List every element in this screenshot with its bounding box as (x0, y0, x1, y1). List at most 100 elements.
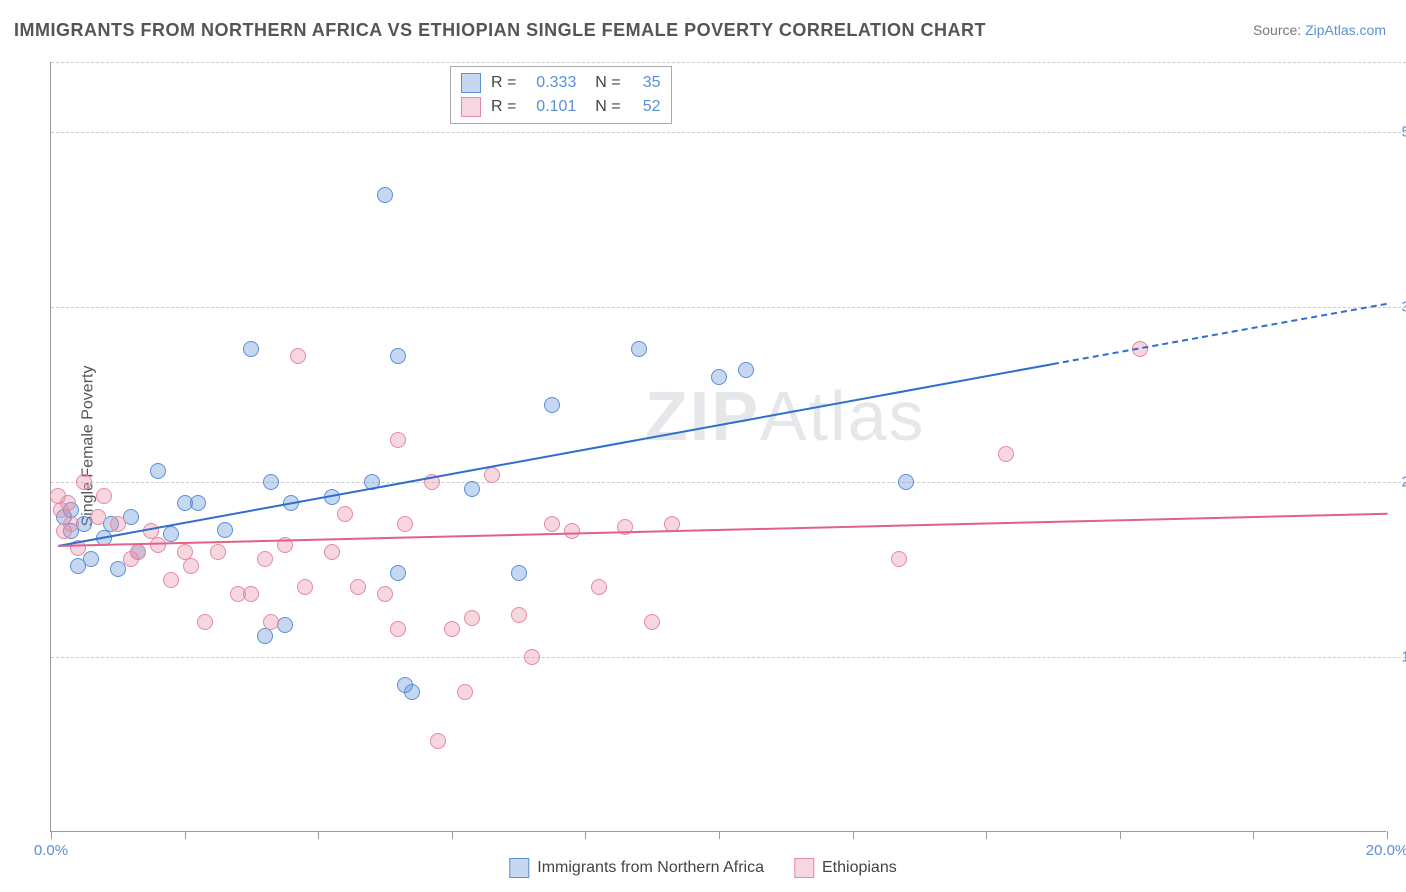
data-point[interactable] (257, 551, 273, 567)
data-point[interactable] (390, 432, 406, 448)
x-tick (51, 831, 52, 839)
source-label: Source: (1253, 22, 1301, 38)
legend-label: Immigrants from Northern Africa (537, 859, 764, 877)
x-tick (318, 831, 319, 839)
data-point[interactable] (631, 341, 647, 357)
data-point[interactable] (738, 362, 754, 378)
data-point[interactable] (130, 544, 146, 560)
data-point[interactable] (484, 467, 500, 483)
data-point[interactable] (891, 551, 907, 567)
y-tick-label: 12.5% (1401, 649, 1406, 666)
data-point[interactable] (210, 544, 226, 560)
data-point[interactable] (644, 614, 660, 630)
legend-item: Immigrants from Northern Africa (509, 858, 764, 878)
data-point[interactable] (544, 397, 560, 413)
r-label: R = (491, 98, 516, 116)
data-point[interactable] (163, 572, 179, 588)
legend-stats-row: R = 0.101 N = 52 (461, 95, 661, 119)
data-point[interactable] (150, 537, 166, 553)
data-point[interactable] (591, 579, 607, 595)
data-point[interactable] (76, 474, 92, 490)
grid-line (51, 657, 1406, 658)
grid-line (51, 307, 1406, 308)
n-value: 35 (631, 74, 661, 92)
data-point[interactable] (243, 341, 259, 357)
data-point[interactable] (711, 369, 727, 385)
data-point[interactable] (390, 565, 406, 581)
data-point[interactable] (377, 187, 393, 203)
legend-label: Ethiopians (822, 859, 897, 877)
n-label: N = (586, 98, 620, 116)
x-tick (585, 831, 586, 839)
x-tick (1387, 831, 1388, 839)
legend-stats-box: R = 0.333 N = 35 R = 0.101 N = 52 (450, 66, 672, 124)
data-point[interactable] (464, 481, 480, 497)
legend-swatch (461, 97, 481, 117)
grid-line (51, 62, 1406, 63)
legend-item: Ethiopians (794, 858, 897, 878)
legend-stats-row: R = 0.333 N = 35 (461, 71, 661, 95)
n-value: 52 (631, 98, 661, 116)
data-point[interactable] (444, 621, 460, 637)
data-point[interactable] (183, 558, 199, 574)
data-point[interactable] (263, 474, 279, 490)
data-point[interactable] (297, 579, 313, 595)
legend-swatch (794, 858, 814, 878)
watermark-rest: Atlas (760, 377, 926, 455)
data-point[interactable] (397, 516, 413, 532)
data-point[interactable] (350, 579, 366, 595)
watermark-bold: ZIP (645, 377, 760, 455)
data-point[interactable] (390, 621, 406, 637)
data-point[interactable] (290, 348, 306, 364)
chart-title: IMMIGRANTS FROM NORTHERN AFRICA VS ETHIO… (14, 20, 986, 41)
watermark: ZIPAtlas (645, 376, 926, 456)
correlation-chart: IMMIGRANTS FROM NORTHERN AFRICA VS ETHIO… (0, 0, 1406, 892)
x-tick (185, 831, 186, 839)
y-tick-label: 25.0% (1401, 474, 1406, 491)
data-point[interactable] (110, 516, 126, 532)
data-point[interactable] (564, 523, 580, 539)
legend-swatch (509, 858, 529, 878)
legend-swatch (461, 73, 481, 93)
data-point[interactable] (150, 463, 166, 479)
data-point[interactable] (404, 684, 420, 700)
x-tick (986, 831, 987, 839)
source-attribution: Source: ZipAtlas.com (1253, 22, 1386, 38)
data-point[interactable] (83, 551, 99, 567)
data-point[interactable] (60, 495, 76, 511)
r-value: 0.333 (526, 74, 576, 92)
data-point[interactable] (324, 544, 340, 560)
data-point[interactable] (511, 565, 527, 581)
x-tick-label: 0.0% (34, 842, 68, 859)
data-point[interactable] (96, 488, 112, 504)
grid-line (51, 132, 1406, 133)
data-point[interactable] (163, 526, 179, 542)
data-point[interactable] (377, 586, 393, 602)
r-label: R = (491, 74, 516, 92)
x-tick (1120, 831, 1121, 839)
data-point[interactable] (464, 610, 480, 626)
data-point[interactable] (263, 614, 279, 630)
data-point[interactable] (63, 516, 79, 532)
data-point[interactable] (90, 509, 106, 525)
data-point[interactable] (217, 522, 233, 538)
data-point[interactable] (257, 628, 273, 644)
y-tick-label: 50.0% (1401, 124, 1406, 141)
data-point[interactable] (430, 733, 446, 749)
data-point[interactable] (197, 614, 213, 630)
data-point[interactable] (511, 607, 527, 623)
data-point[interactable] (190, 495, 206, 511)
data-point[interactable] (390, 348, 406, 364)
data-point[interactable] (243, 586, 259, 602)
data-point[interactable] (998, 446, 1014, 462)
data-point[interactable] (337, 506, 353, 522)
data-point[interactable] (544, 516, 560, 532)
r-value: 0.101 (526, 98, 576, 116)
n-label: N = (586, 74, 620, 92)
legend-bottom: Immigrants from Northern Africa Ethiopian… (509, 858, 896, 878)
plot-area: ZIPAtlas 12.5%25.0%37.5%50.0%0.0%20.0% (50, 62, 1386, 832)
source-link[interactable]: ZipAtlas.com (1305, 22, 1386, 38)
data-point[interactable] (898, 474, 914, 490)
data-point[interactable] (457, 684, 473, 700)
data-point[interactable] (524, 649, 540, 665)
